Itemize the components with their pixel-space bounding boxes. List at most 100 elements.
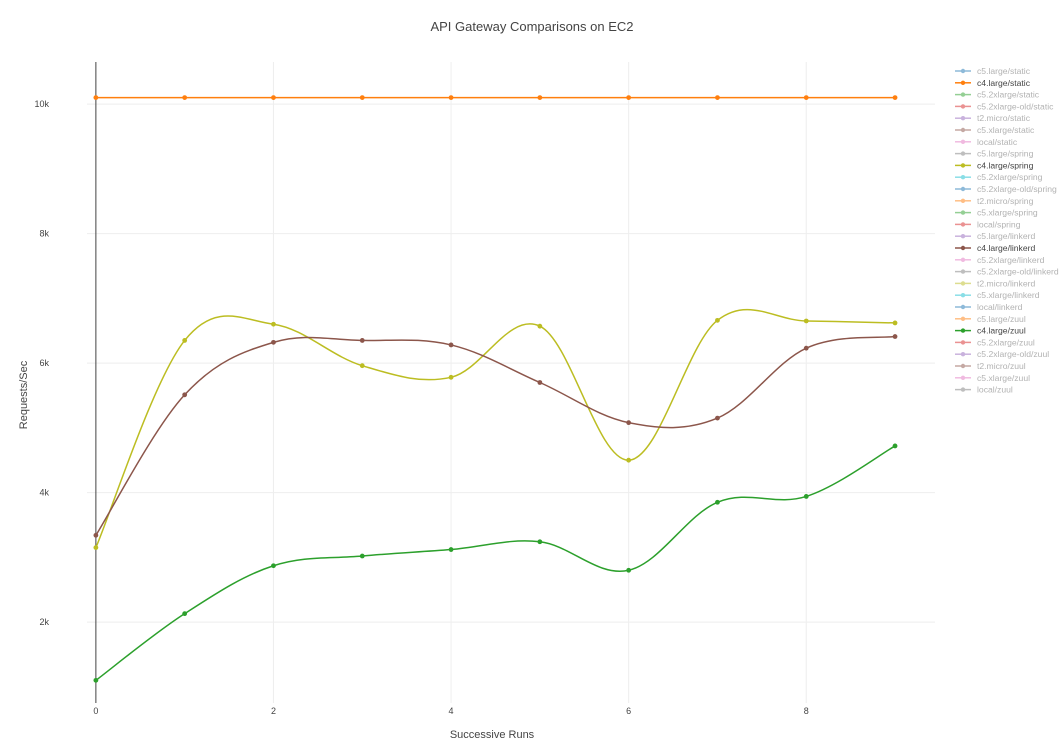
data-point[interactable] — [715, 317, 720, 323]
data-point[interactable] — [715, 415, 720, 421]
y-tick-label: 10k — [34, 99, 49, 109]
data-point[interactable] — [448, 547, 454, 552]
legend-item[interactable]: c5.xlarge/spring — [955, 208, 1038, 218]
legend-item[interactable]: t2.micro/zuul — [955, 361, 1026, 371]
legend-item[interactable]: local/zuul — [955, 385, 1013, 395]
y-tick-label: 6k — [39, 358, 49, 368]
legend-item[interactable]: c5.2xlarge/static — [955, 90, 1040, 100]
data-point[interactable] — [892, 95, 898, 101]
legend-label: c5.2xlarge-old/static — [977, 101, 1054, 111]
legend-label: t2.micro/zuul — [977, 361, 1026, 371]
legend-item[interactable]: c5.large/static — [955, 66, 1031, 76]
series-line[interactable] — [95, 308, 896, 548]
legend-label: c5.2xlarge-old/linkerd — [977, 267, 1059, 277]
series-line[interactable] — [95, 445, 896, 681]
legend-item[interactable]: c4.large/linkerd — [955, 243, 1035, 253]
legend-item[interactable]: c5.2xlarge/linkerd — [955, 255, 1045, 265]
legend-item[interactable]: c4.large/static — [955, 78, 1031, 88]
data-point[interactable] — [537, 380, 543, 385]
data-point[interactable] — [271, 95, 276, 101]
data-point[interactable] — [359, 363, 365, 369]
legend-item[interactable]: c5.xlarge/zuul — [955, 373, 1030, 383]
legend-item[interactable]: t2.micro/static — [955, 113, 1031, 123]
legend-swatch-marker — [960, 387, 966, 392]
series-c4-large-static[interactable] — [93, 95, 898, 101]
legend-label: local/static — [977, 137, 1018, 147]
data-point[interactable] — [448, 374, 454, 380]
legend-item[interactable]: c5.2xlarge-old/zuul — [955, 349, 1049, 359]
axis-ticks: 0 2 4 6 8 2k 4k 6k 8k 10k — [34, 99, 808, 716]
legend-item[interactable]: c5.large/zuul — [955, 314, 1026, 324]
data-point[interactable] — [537, 323, 543, 329]
legend-item[interactable]: c5.xlarge/linkerd — [955, 290, 1040, 300]
series-c4-large-linkerd[interactable] — [93, 334, 898, 538]
legend-label: t2.micro/static — [977, 113, 1031, 123]
data-point[interactable] — [892, 320, 898, 326]
data-point[interactable] — [182, 95, 188, 101]
data-point[interactable] — [803, 318, 809, 324]
legend-swatch-marker — [960, 281, 966, 286]
data-point[interactable] — [271, 321, 276, 327]
legend-item[interactable]: c5.large/spring — [955, 149, 1034, 159]
data-point[interactable] — [626, 457, 632, 463]
data-point[interactable] — [93, 677, 99, 683]
data-point[interactable] — [803, 345, 809, 351]
data-point[interactable] — [182, 338, 188, 343]
legend[interactable]: c5.large/static c4.large/static c5.2xlarge… — [955, 66, 1059, 395]
legend-item[interactable]: c5.large/linkerd — [955, 231, 1035, 241]
data-point[interactable] — [715, 95, 720, 101]
legend-label: c5.xlarge/zuul — [977, 373, 1030, 383]
data-point[interactable] — [359, 338, 365, 343]
legend-item[interactable]: c4.large/zuul — [955, 326, 1026, 336]
legend-item[interactable]: c4.large/spring — [955, 160, 1034, 170]
data-point[interactable] — [448, 95, 454, 101]
data-point[interactable] — [626, 567, 632, 573]
data-point[interactable] — [448, 342, 454, 348]
legend-item[interactable]: c5.xlarge/static — [955, 125, 1035, 135]
legend-swatch-marker — [960, 234, 966, 239]
legend-label: c5.large/static — [977, 66, 1031, 76]
data-point[interactable] — [715, 499, 720, 505]
y-tick-label: 2k — [39, 617, 49, 627]
data-point[interactable] — [271, 563, 276, 569]
legend-item[interactable]: t2.micro/linkerd — [955, 278, 1035, 288]
data-point[interactable] — [93, 95, 99, 101]
data-point[interactable] — [892, 443, 898, 449]
legend-item[interactable]: c5.2xlarge-old/static — [955, 101, 1054, 111]
legend-swatch-marker — [960, 68, 966, 74]
plot-area[interactable] — [93, 95, 898, 683]
legend-label: t2.micro/linkerd — [977, 278, 1035, 288]
data-point[interactable] — [182, 611, 188, 617]
legend-item[interactable]: c5.2xlarge-old/spring — [955, 184, 1057, 194]
series-line[interactable] — [95, 335, 896, 536]
legend-item[interactable]: c5.2xlarge-old/linkerd — [955, 267, 1059, 277]
legend-swatch-marker — [960, 80, 966, 86]
data-point[interactable] — [537, 95, 543, 101]
legend-item[interactable]: local/spring — [955, 219, 1021, 229]
data-point[interactable] — [271, 339, 276, 345]
legend-item[interactable]: c5.2xlarge/spring — [955, 172, 1043, 182]
data-point[interactable] — [537, 539, 543, 545]
data-point[interactable] — [93, 545, 99, 551]
data-point[interactable] — [182, 392, 188, 398]
data-point[interactable] — [359, 95, 365, 101]
series-c4-large-zuul[interactable] — [93, 443, 898, 683]
data-point[interactable] — [803, 95, 809, 101]
legend-item[interactable]: local/linkerd — [955, 302, 1023, 312]
data-point[interactable] — [359, 553, 365, 559]
legend-item[interactable]: local/static — [955, 137, 1018, 147]
series-c4-large-spring[interactable] — [93, 308, 898, 551]
legend-label: local/spring — [977, 219, 1021, 229]
legend-item[interactable]: c5.2xlarge/zuul — [955, 337, 1035, 347]
data-point[interactable] — [803, 494, 809, 499]
legend-label: c5.large/zuul — [977, 314, 1026, 324]
legend-item[interactable]: t2.micro/spring — [955, 196, 1034, 206]
data-point[interactable] — [626, 95, 632, 101]
data-point[interactable] — [892, 334, 898, 339]
data-point[interactable] — [93, 532, 99, 538]
legend-swatch-marker — [960, 245, 966, 251]
legend-swatch-marker — [960, 210, 966, 215]
legend-label: c5.2xlarge/linkerd — [977, 255, 1045, 265]
legend-swatch-marker — [960, 293, 966, 298]
data-point[interactable] — [626, 420, 632, 426]
